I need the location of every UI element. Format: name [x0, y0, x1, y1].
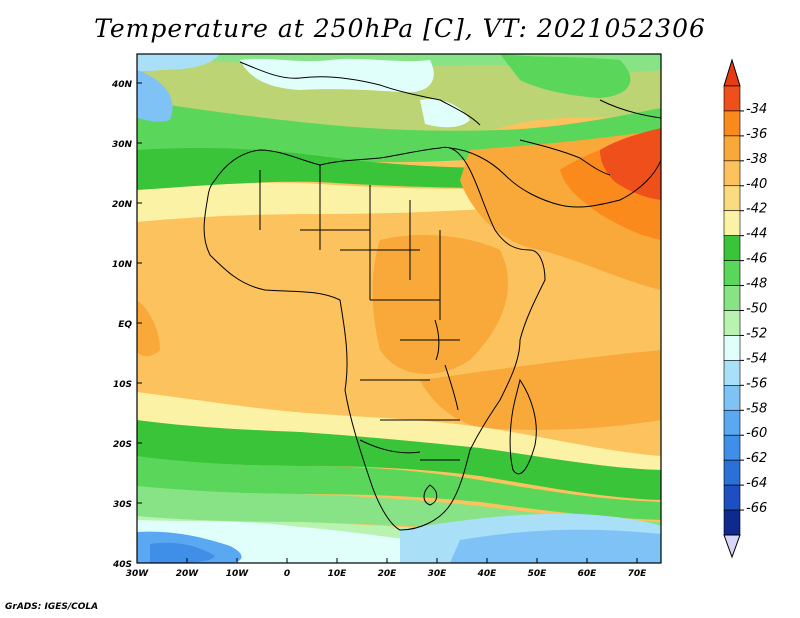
lat-label: 30S	[113, 500, 132, 510]
colorbar-label: -46	[746, 252, 767, 267]
lat-label: 30N	[112, 140, 133, 150]
colorbar-swatch	[723, 160, 741, 187]
colorbar: -34 -36 -38 -40 -42 -44 -46 -48 -50 -52 -54 -56 -58 -…	[723, 58, 767, 559]
colorbar-label: -58	[746, 401, 767, 416]
colorbar-label: -54	[746, 351, 767, 366]
lat-label: 10N	[112, 260, 133, 270]
lon-labels: 30W 20W 10W 0 10E 20E 30E 40E 50E 60E 70…	[126, 569, 647, 579]
colorbar-swatch	[723, 484, 741, 511]
colorbar-label: -52	[746, 326, 767, 341]
colorbar-swatch	[723, 360, 741, 386]
colorbar-swatch	[723, 335, 741, 361]
lon-label: 30W	[126, 569, 150, 579]
lat-label: 20N	[112, 200, 133, 210]
colorbar-swatch	[723, 210, 741, 236]
colorbar-label: -38	[746, 152, 767, 167]
colorbar-label: -60	[746, 426, 767, 441]
lat-label: 10S	[113, 380, 132, 390]
lat-labels: 40N 30N 20N 10N EQ 10S 20S 30S 40S	[111, 80, 133, 570]
colorbar-swatch	[723, 385, 741, 411]
colorbar-label: -48	[746, 277, 767, 292]
lon-label: 40E	[477, 569, 498, 579]
colorbar-bottom-arrow	[723, 534, 741, 559]
colorbar-swatch	[723, 409, 741, 436]
colorbar-label: -66	[746, 501, 767, 516]
lat-label: 40N	[111, 80, 133, 90]
colorbar-swatch	[723, 310, 741, 336]
lon-label: 20W	[176, 569, 200, 579]
colorbar-swatch	[723, 135, 741, 162]
colorbar-swatch	[723, 434, 741, 461]
lat-label: 40S	[112, 560, 132, 570]
temperature-field	[137, 54, 661, 563]
colorbar-swatch	[723, 509, 741, 536]
colorbar-label: -50	[746, 302, 767, 317]
colorbar-swatch	[723, 185, 741, 212]
colorbar-label: -36	[746, 127, 767, 142]
colorbar-label: -34	[746, 102, 767, 117]
lat-label: EQ	[118, 320, 132, 330]
lon-label: 30E	[428, 569, 448, 579]
colorbar-label: -64	[746, 476, 767, 491]
axis-ticks	[137, 82, 638, 563]
colorbar-swatch	[723, 85, 741, 112]
coastlines	[203, 61, 661, 531]
colorbar-label: -42	[746, 202, 767, 217]
lon-label: 10W	[226, 569, 250, 579]
lon-label: 70E	[628, 569, 648, 579]
colorbar-swatch	[723, 285, 741, 311]
lon-label: 50E	[528, 569, 548, 579]
colorbar-label: -44	[746, 227, 767, 242]
lon-label: 10E	[328, 569, 348, 579]
colorbar-label: -56	[746, 376, 767, 391]
colorbar-swatch	[723, 459, 741, 486]
colorbar-label: -40	[746, 177, 767, 192]
lat-label: 20S	[113, 440, 132, 450]
colorbar-top-arrow	[723, 58, 741, 87]
plot-frame	[136, 53, 662, 564]
map-title: Temperature at 250hPa [C], VT: 202105230…	[94, 14, 706, 43]
colorbar-swatch	[723, 110, 741, 137]
colorbar-swatch	[723, 235, 741, 261]
lon-label: 60E	[578, 569, 598, 579]
lon-label: 20E	[378, 569, 398, 579]
colorbar-label: -62	[746, 451, 767, 466]
colorbar-swatch	[723, 260, 741, 286]
lon-label: 0	[284, 569, 290, 579]
credit-text: GrADS: IGES/COLA	[5, 602, 99, 612]
